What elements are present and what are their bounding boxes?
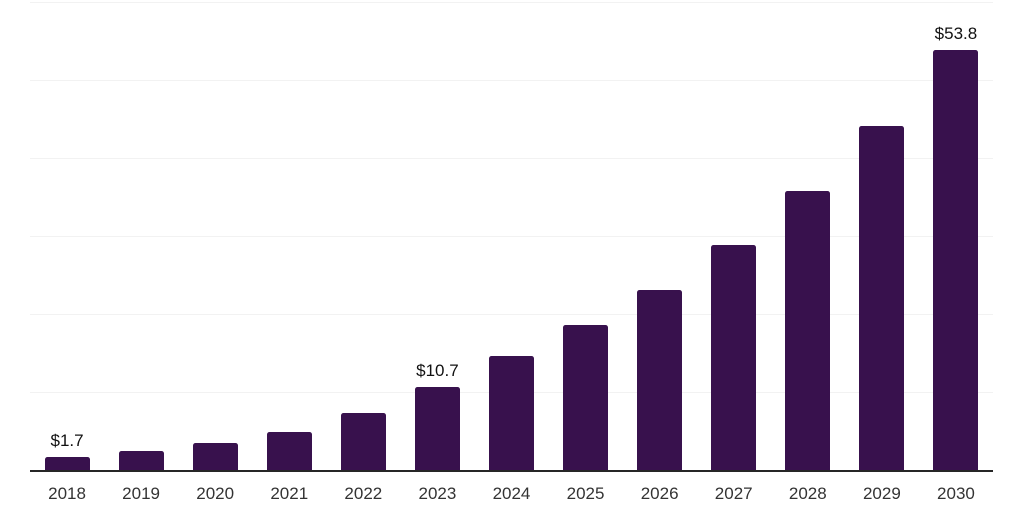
x-tick-label-2021: 2021 [270,484,309,503]
bar-2018 [44,456,90,470]
gridline-30 [30,236,993,237]
bar-2021 [266,431,312,470]
bar-2025 [563,324,609,470]
x-tick-label-2019: 2019 [122,484,160,503]
x-axis-line [30,470,993,472]
x-tick-label-2026: 2026 [640,484,679,503]
x-tick-label-2030: 2030 [937,484,975,503]
bar-2027 [711,244,757,470]
value-label-2023: $10.7 [416,360,459,380]
gridline-40 [30,158,993,159]
bar-2030 [933,50,979,470]
bar-2022 [340,413,386,470]
gridline-60 [30,2,993,3]
bar-2026 [637,289,683,470]
value-label-2030: $53.8 [934,24,978,44]
gridline-20 [30,314,993,315]
bar-2029 [859,126,905,470]
x-tick-label-2029: 2029 [862,484,901,503]
x-tick-label-2025: 2025 [566,484,605,503]
bar-2019 [118,451,164,470]
bar-2024 [489,356,534,470]
bar-2020 [192,442,238,470]
bar-2023 [414,386,460,470]
x-tick-label-2018: 2018 [48,484,86,503]
x-tick-label-2023: 2023 [418,484,457,503]
x-tick-label-2020: 2020 [196,484,235,503]
x-tick-label-2028: 2028 [788,484,827,503]
gridline-50 [30,80,993,81]
x-tick-label-2024: 2024 [492,484,531,503]
x-tick-label-2027: 2027 [714,484,753,503]
value-label-2018: $1.7 [50,430,84,450]
x-tick-label-2022: 2022 [344,484,383,503]
bar-2028 [785,190,831,470]
